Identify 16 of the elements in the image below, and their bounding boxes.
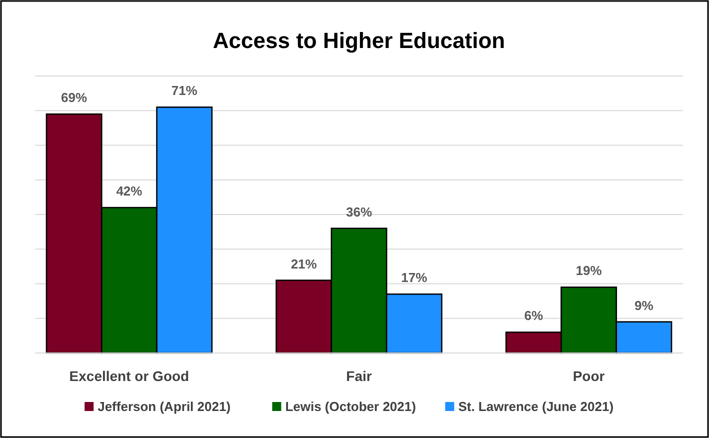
x-tick-label: Poor: [572, 368, 606, 384]
legend-label: St. Lawrence (June 2021): [458, 399, 614, 414]
data-label: 69%: [61, 90, 88, 106]
data-label: 6%: [524, 308, 544, 324]
data-label: 42%: [116, 184, 143, 199]
data-label: 36%: [346, 204, 372, 220]
legend-label: Jefferson (April 2021): [98, 399, 231, 414]
data-label: 71%: [171, 83, 198, 98]
data-label: 9%: [634, 298, 654, 313]
data-label: 19%: [576, 263, 602, 278]
chart-title: Access to Higher Education: [212, 28, 506, 53]
legend-label: Lewis (October 2021): [285, 399, 416, 414]
x-tick-label: Fair: [346, 368, 372, 384]
data-label: 21%: [290, 256, 318, 272]
data-label: 17%: [401, 270, 428, 286]
x-tick-label: Excellent or Good: [69, 368, 190, 384]
